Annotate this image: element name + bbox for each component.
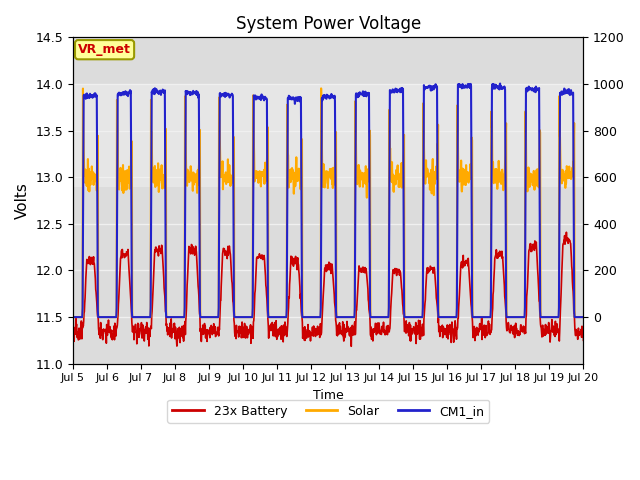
Text: VR_met: VR_met [78,43,131,56]
Legend: 23x Battery, Solar, CM1_in: 23x Battery, Solar, CM1_in [167,400,489,423]
Bar [73,84,584,187]
X-axis label: Time: Time [313,389,344,402]
Y-axis label: Volts: Volts [15,182,30,219]
Title: System Power Voltage: System Power Voltage [236,15,421,33]
